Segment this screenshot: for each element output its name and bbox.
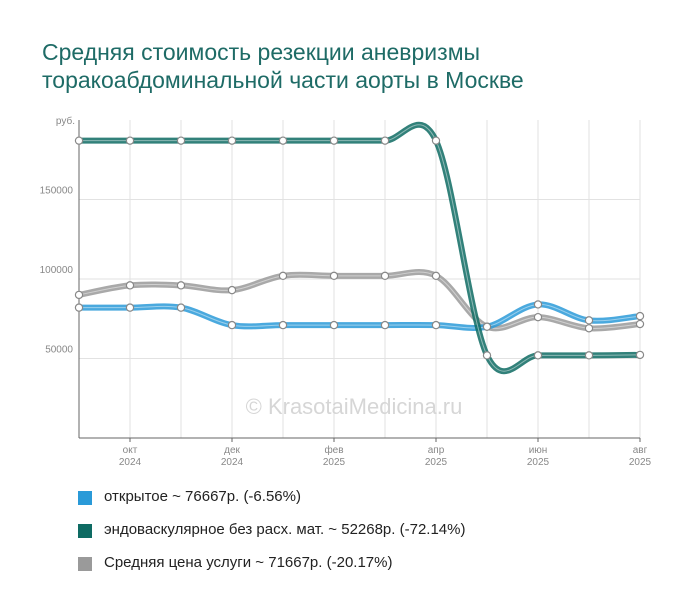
data-point-open: [125, 303, 135, 312]
data-point-average: [584, 324, 594, 333]
data-point-average: [278, 271, 288, 281]
data-point-endovascular: [176, 136, 186, 145]
data-point-open: [584, 316, 594, 325]
data-point-average: [431, 271, 441, 281]
watermark: © KrasotaiMedicina.ru: [246, 394, 463, 419]
chart-title: Средняя стоимость резекции аневризмы тор…: [42, 38, 682, 94]
data-point-endovascular: [125, 136, 135, 145]
data-point-endovascular: [278, 136, 288, 145]
chart-title-line-1: Средняя стоимость резекции аневризмы: [42, 39, 481, 65]
data-point-open: [176, 303, 186, 312]
x-tick-label-month: авг: [633, 445, 648, 456]
data-point-endovascular: [431, 136, 441, 145]
series-average: [74, 269, 645, 333]
data-point-open: [329, 320, 339, 330]
x-tick-label-year: 2025: [629, 457, 652, 468]
data-point-open: [482, 322, 492, 331]
y-axis-unit: руб.: [56, 115, 75, 127]
data-point-endovascular: [533, 351, 543, 360]
x-tick-label-year: 2025: [323, 457, 346, 468]
data-point-endovascular: [482, 351, 492, 360]
data-point-endovascular: [380, 136, 390, 145]
x-tick-label-year: 2025: [425, 457, 448, 468]
data-point-average: [125, 281, 135, 290]
data-point-average: [533, 312, 543, 322]
data-point-open: [227, 320, 237, 330]
data-point-endovascular: [227, 136, 237, 145]
x-tick-label-month: дек: [224, 445, 240, 456]
series-line-highlight-endovascular: [79, 124, 641, 372]
x-tick-label-year: 2024: [221, 457, 244, 468]
series-line-highlight-average: [78, 271, 641, 329]
series-line-highlight-open: [79, 303, 641, 329]
data-point-average: [380, 271, 390, 281]
data-point-open: [380, 320, 390, 330]
legend-label-endovascular: эндоваскулярное без расх. мат. ~ 52268р.…: [104, 521, 466, 538]
legend-label-average: Средняя цена услуги ~ 71667р. (-20.17%): [104, 554, 393, 571]
line-chart: руб.50000100000150000окт2024дек2024фев20…: [40, 115, 652, 468]
data-point-open: [635, 311, 645, 321]
data-point-endovascular: [635, 350, 645, 360]
data-point-open: [74, 303, 84, 312]
legend-label-open: открытое ~ 76667р. (-6.56%): [104, 488, 301, 505]
data-point-open: [533, 300, 543, 309]
data-point-average: [329, 271, 339, 281]
series-open: [74, 300, 645, 331]
x-tick-label-month: июн: [529, 445, 548, 456]
data-point-endovascular: [329, 136, 339, 145]
data-point-average: [635, 319, 645, 329]
data-point-endovascular: [74, 136, 84, 145]
x-tick-label-year: 2024: [119, 457, 142, 468]
data-point-average: [227, 285, 237, 295]
y-tick-label: 100000: [40, 265, 74, 276]
data-point-open: [431, 320, 441, 330]
x-tick-label-month: фев: [324, 444, 343, 456]
data-point-average: [74, 290, 84, 300]
y-tick-label: 50000: [45, 345, 73, 356]
series-endovascular: [74, 121, 645, 375]
legend-swatch-average: [78, 557, 92, 571]
legend-swatch-endovascular: [78, 524, 92, 538]
x-tick-label-year: 2025: [527, 457, 550, 468]
data-point-open: [278, 320, 288, 330]
series-line-open: [76, 301, 643, 331]
chart-title-line-2: торакоабдоминальной части аорты в Москве: [42, 67, 524, 93]
series-line-endovascular: [76, 121, 643, 375]
data-point-average: [176, 281, 186, 290]
legend-swatch-open: [78, 491, 92, 505]
y-tick-label: 150000: [40, 186, 74, 197]
data-point-endovascular: [584, 351, 594, 360]
x-tick-label-month: окт: [123, 445, 138, 456]
x-tick-label-month: апр: [428, 445, 445, 456]
